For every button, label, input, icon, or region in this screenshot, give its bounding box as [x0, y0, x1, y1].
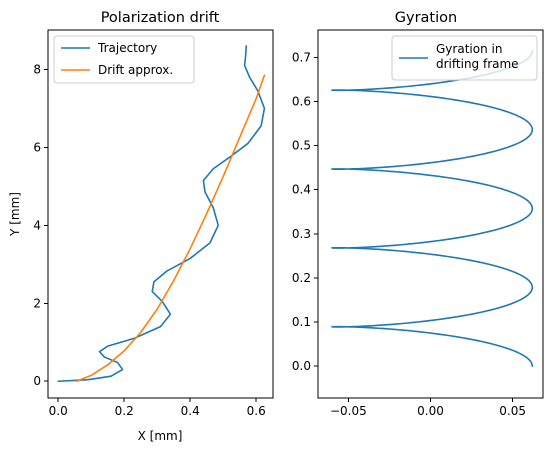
y-tick-label: 2 — [33, 296, 41, 310]
chart-polarization-drift: Polarization drift 0.0 0.2 0.4 0.6 0 2 4 6 8 X [… — [8, 10, 274, 443]
y-tick-label: 0.0 — [292, 359, 311, 373]
legend-label-trajectory: Trajectory — [97, 41, 157, 55]
axis-ticks: 0.0 0.2 0.4 0.6 0 2 4 6 8 — [33, 62, 265, 418]
series-line-b — [75, 74, 266, 383]
chart-title: Gyration — [395, 10, 457, 26]
legend: Trajectory Drift approx. — [53, 35, 195, 84]
y-tick-label: 8 — [33, 62, 41, 76]
series-line-a — [57, 45, 266, 383]
legend-frame — [391, 35, 538, 81]
y-tick-label: 0.5 — [292, 139, 311, 153]
x-tick-label: 0.6 — [247, 404, 266, 418]
y-tick-label: 0.6 — [292, 94, 311, 108]
y-tick-label: 0.2 — [292, 271, 311, 285]
series-line-a — [331, 49, 534, 368]
legend-label-drift: Drift approx. — [98, 63, 173, 77]
x-tick-label: 0.4 — [181, 404, 200, 418]
x-tick-label: 0.0 — [49, 404, 68, 418]
y-tick-label: 0.1 — [292, 315, 311, 329]
axis-ticks: −0.05 0.00 0.05 0.0 0.1 0.2 0.3 0.4 0.5 0.6 0.7 — [292, 50, 526, 418]
chart-gyration: Gyration −0.05 0.00 0.05 0.0 0.1 0.2 0.3 0.4 0.5… — [292, 10, 544, 418]
y-tick-label: 4 — [33, 218, 41, 232]
y-axis-label: Y [mm] — [8, 192, 22, 237]
legend-label-gyration: Gyration in drifting frame — [436, 42, 519, 71]
y-tick-label: 0.7 — [292, 50, 311, 64]
y-tick-label: 0.4 — [292, 183, 311, 197]
y-tick-label: 6 — [33, 140, 41, 154]
y-tick-label: 0.3 — [292, 227, 311, 241]
x-tick-label: 0.05 — [499, 404, 526, 418]
x-tick-label: 0.00 — [417, 404, 444, 418]
legend: Gyration in drifting frame — [391, 35, 538, 81]
plot-area — [57, 45, 266, 383]
x-tick-label: −0.05 — [330, 404, 367, 418]
x-tick-label: 0.2 — [115, 404, 134, 418]
axes-frame — [317, 29, 544, 399]
chart-title: Polarization drift — [101, 10, 220, 26]
y-tick-label: 0 — [33, 374, 41, 388]
plot-area — [331, 49, 534, 368]
axes-frame — [47, 29, 274, 399]
x-axis-label: X [mm] — [138, 429, 183, 443]
